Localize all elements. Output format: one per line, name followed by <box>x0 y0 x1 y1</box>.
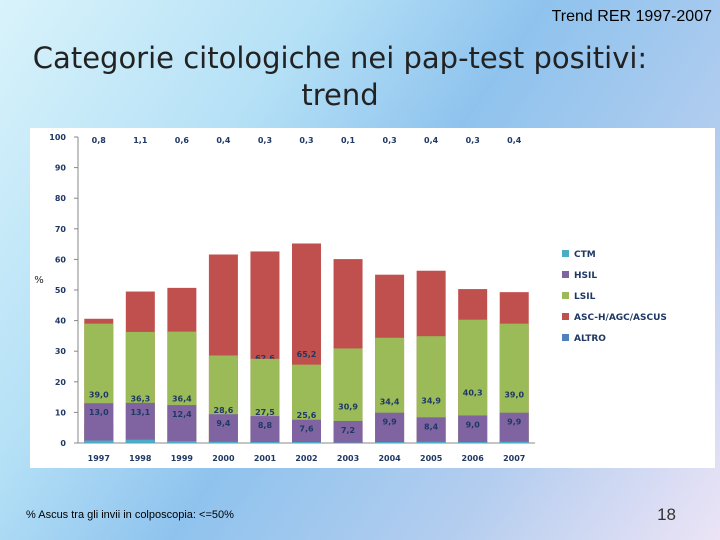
x-tick-label: 2001 <box>254 454 277 463</box>
legend-swatch <box>562 292 569 299</box>
slide-number: 18 <box>657 505 676 524</box>
y-tick-label: 50 <box>55 286 67 295</box>
bar-segment-ctm <box>499 441 529 443</box>
chart-panel: 0102030405060708090100%6,640,639,013,00,… <box>30 128 715 468</box>
x-tick-label: 1998 <box>129 454 152 463</box>
data-label: 39,0 <box>89 390 109 399</box>
data-label: 9,4 <box>216 419 231 428</box>
bar-segment-ctm <box>208 441 238 443</box>
data-label: 62,6 <box>255 354 275 363</box>
legend-swatch <box>562 271 569 278</box>
y-tick-label: 70 <box>55 225 67 234</box>
data-label: 9,0 <box>466 420 481 429</box>
x-tick-label: 2006 <box>462 454 485 463</box>
legend-swatch <box>562 334 569 341</box>
data-label: 0,4 <box>507 136 522 145</box>
bar-segment-hsil <box>84 403 114 443</box>
bar-segment-ctm <box>458 442 488 443</box>
data-label: 13,1 <box>130 408 150 417</box>
y-axis-label: % <box>34 275 44 286</box>
bar-segment-hsil <box>250 416 280 443</box>
bar-segment-ctm <box>84 440 114 443</box>
y-tick-label: 60 <box>55 255 67 264</box>
bar-segment-hsil <box>333 420 363 443</box>
legend-label: ALTRO <box>574 334 606 344</box>
y-tick-label: 100 <box>49 133 66 142</box>
data-label: 13,0 <box>89 408 109 417</box>
legend-label: LSIL <box>574 292 596 302</box>
data-label: 8,4 <box>424 422 439 431</box>
data-label: 12,4 <box>172 410 192 419</box>
bar-segment-hsil <box>458 415 488 443</box>
x-tick-label: 1999 <box>171 454 194 463</box>
data-label: 0,6 <box>175 136 190 145</box>
bar-segment-hsil <box>167 405 197 443</box>
legend-label: HSIL <box>574 271 597 281</box>
data-label: 25,6 <box>297 411 317 420</box>
slide-title: Categorie citologiche nei pap-test posit… <box>32 41 648 112</box>
y-tick-label: 80 <box>55 194 67 203</box>
data-label: 9,9 <box>507 418 522 427</box>
stacked-bar-chart: 0102030405060708090100%6,640,639,013,00,… <box>34 133 667 463</box>
data-label: 7,6 <box>299 425 314 434</box>
data-label: 34,9 <box>421 397 441 406</box>
x-tick-label: 2007 <box>503 454 525 463</box>
data-label: 0,8 <box>92 136 107 145</box>
data-label: 65,2 <box>297 350 317 359</box>
bar-segment-ctm <box>375 442 405 443</box>
y-tick-label: 90 <box>55 164 67 173</box>
legend-label: ASC-H/AGC/ASCUS <box>574 313 667 323</box>
x-tick-label: 2004 <box>378 454 401 463</box>
bar-segment-ctm <box>167 441 197 443</box>
data-label: 0,3 <box>383 136 397 145</box>
x-tick-label: 2000 <box>212 454 235 463</box>
data-label: 34,4 <box>380 397 400 406</box>
data-label: 8,8 <box>258 421 273 430</box>
footnote: % Ascus tra gli invii in colposcopia: <=… <box>26 509 234 521</box>
data-label: 1,1 <box>133 136 148 145</box>
data-label: 0,3 <box>466 136 480 145</box>
legend-label: CTM <box>574 250 596 260</box>
bar-segment-hsil <box>292 419 321 443</box>
data-label: 39,0 <box>504 390 524 399</box>
data-label: 30,9 <box>338 403 358 412</box>
data-label: 40,3 <box>463 388 483 397</box>
header-title: Trend RER 1997-2007 <box>551 8 712 25</box>
x-tick-label: 2003 <box>337 454 359 463</box>
bar-segment-hsil <box>499 412 529 443</box>
data-label: 0,4 <box>424 136 439 145</box>
data-label: 9,9 <box>383 418 398 427</box>
data-label: 0,4 <box>216 136 231 145</box>
data-label: 36,3 <box>130 394 150 403</box>
y-tick-label: 10 <box>55 408 67 417</box>
y-tick-label: 0 <box>60 439 66 448</box>
bar-segment-ctm <box>250 442 280 443</box>
data-label: 7,2 <box>341 426 355 435</box>
bar-segment-hsil <box>375 412 405 443</box>
x-tick-label: 2002 <box>295 454 317 463</box>
bar-segment-hsil <box>208 414 238 443</box>
legend-swatch <box>562 250 569 257</box>
data-label: 27,5 <box>255 408 275 417</box>
bar-segment-ctm <box>292 442 321 443</box>
x-tick-label: 2005 <box>420 454 443 463</box>
bar-segment-hsil <box>416 417 446 443</box>
y-tick-label: 40 <box>55 317 67 326</box>
bar-segment-ctm <box>125 439 155 443</box>
y-tick-label: 30 <box>55 347 67 356</box>
data-label: 0,3 <box>258 136 272 145</box>
x-tick-label: 1997 <box>88 454 110 463</box>
data-label: 28,6 <box>214 406 234 415</box>
bar-segment-ctm <box>416 441 446 443</box>
data-label: 0,3 <box>299 136 313 145</box>
legend-swatch <box>562 313 569 320</box>
y-tick-label: 20 <box>55 378 67 387</box>
bar-segment-hsil <box>125 402 155 443</box>
data-label: 0,1 <box>341 136 356 145</box>
data-label: 36,4 <box>172 394 192 403</box>
